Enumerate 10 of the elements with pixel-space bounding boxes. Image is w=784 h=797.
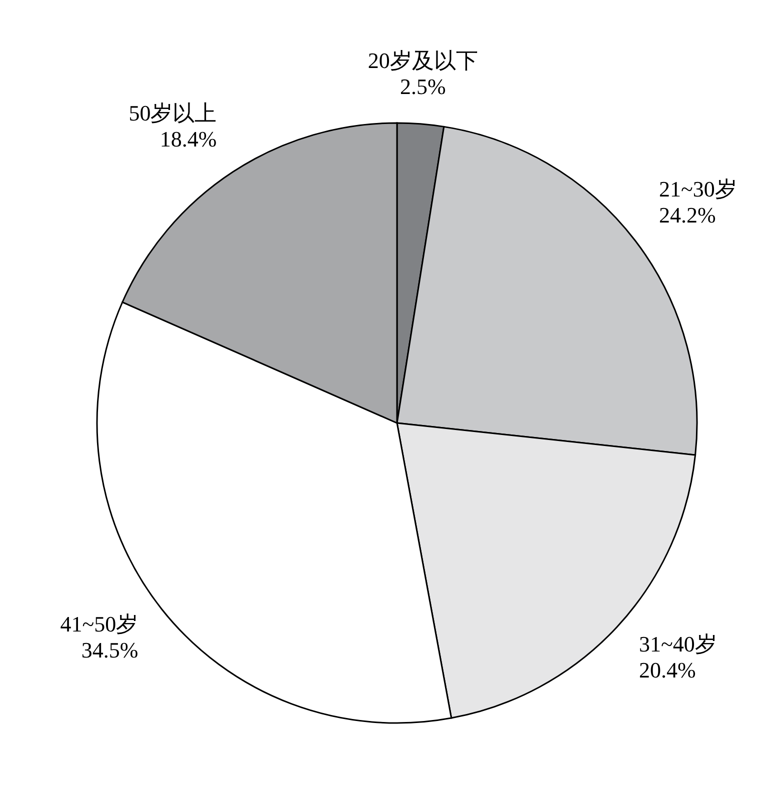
data-label: 2.5% [400, 74, 446, 100]
data-label: 34.5% [81, 638, 138, 663]
slice-label: 31~40岁 [638, 631, 717, 656]
data-label: 24.2% [659, 202, 716, 228]
slice-label: 21~30岁 [659, 176, 737, 202]
data-label: 20.4% [638, 657, 696, 682]
slice-label: 41~50岁 [60, 612, 138, 637]
slice-label: 20岁及以下 [368, 48, 478, 74]
data-label: 18.4% [160, 126, 217, 152]
slice-label: 50岁以上 [128, 100, 217, 126]
